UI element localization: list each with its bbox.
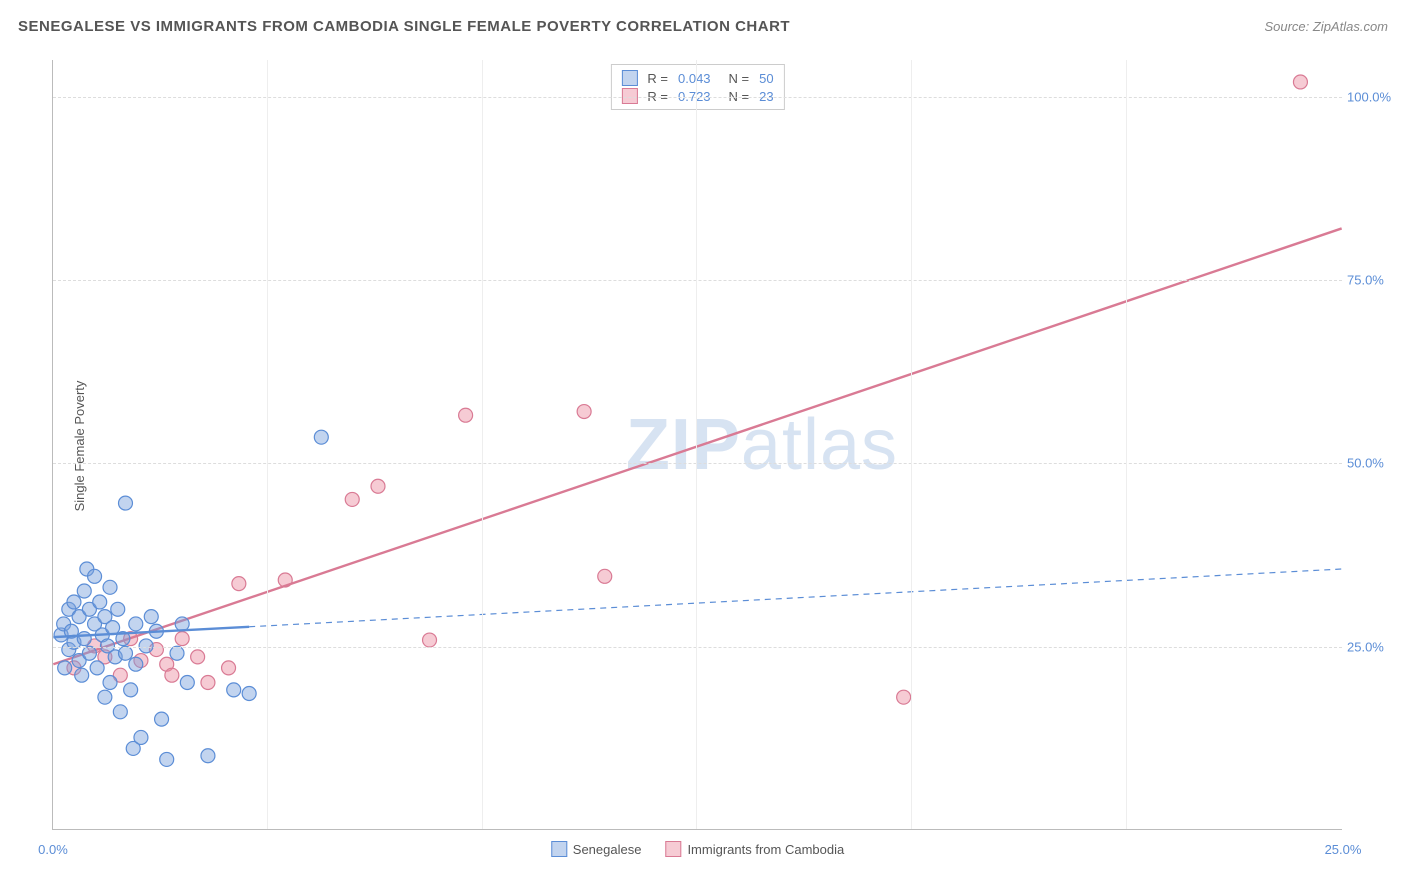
swatch-icon <box>665 841 681 857</box>
gridline-v <box>267 60 268 829</box>
gridline-h <box>53 647 1342 648</box>
swatch-icon <box>621 70 637 86</box>
chart-area: ZIPatlas R = 0.043 N = 50 R = 0.723 N = … <box>52 60 1342 830</box>
gridline-h <box>53 97 1342 98</box>
gridline-v <box>482 60 483 829</box>
legend-item-senegalese: Senegalese <box>551 841 642 857</box>
y-tick-label: 50.0% <box>1347 456 1402 471</box>
y-tick-label: 100.0% <box>1347 89 1402 104</box>
gridline-v <box>1126 60 1127 829</box>
x-tick-label: 25.0% <box>1325 842 1362 857</box>
legend-row-senegalese: R = 0.043 N = 50 <box>621 69 773 87</box>
scatter-plot <box>53 60 1342 829</box>
y-tick-label: 75.0% <box>1347 273 1402 288</box>
legend-item-cambodia: Immigrants from Cambodia <box>665 841 844 857</box>
header: SENEGALESE VS IMMIGRANTS FROM CAMBODIA S… <box>18 18 1388 35</box>
x-tick-label: 0.0% <box>38 842 68 857</box>
legend-series: Senegalese Immigrants from Cambodia <box>551 841 844 857</box>
y-tick-label: 25.0% <box>1347 639 1402 654</box>
gridline-h <box>53 280 1342 281</box>
gridline-v <box>696 60 697 829</box>
chart-title: SENEGALESE VS IMMIGRANTS FROM CAMBODIA S… <box>18 18 790 35</box>
source-label: Source: ZipAtlas.com <box>1264 19 1388 34</box>
gridline-v <box>911 60 912 829</box>
gridline-h <box>53 463 1342 464</box>
legend-stats: R = 0.043 N = 50 R = 0.723 N = 23 <box>610 64 784 110</box>
swatch-icon <box>551 841 567 857</box>
